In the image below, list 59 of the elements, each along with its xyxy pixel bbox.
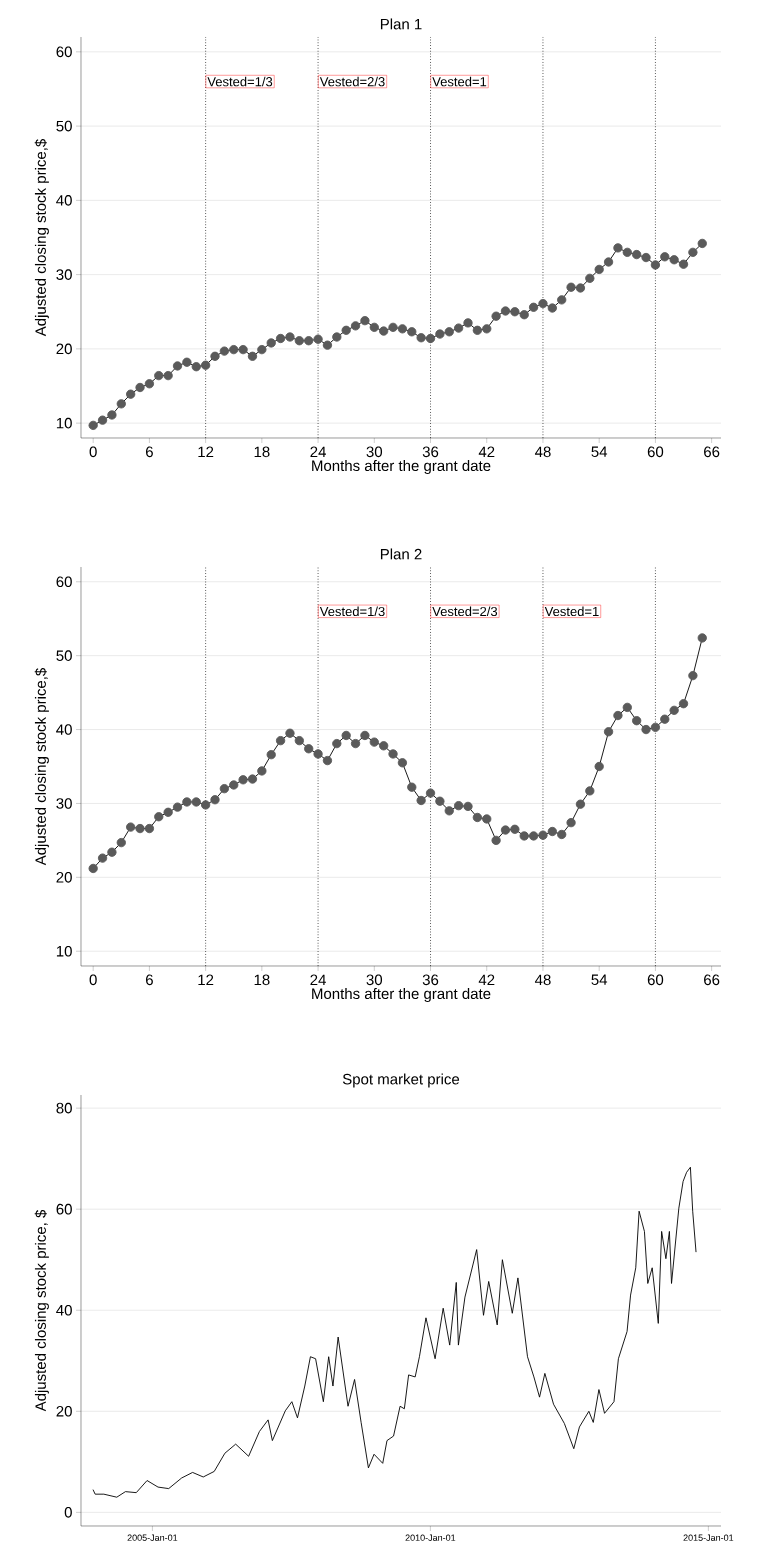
y-tick-label: 80 — [56, 1102, 72, 1114]
y-tick-label: 40 — [56, 1304, 72, 1316]
y-tick-label: 10 — [56, 417, 72, 429]
x-tick-label: 6 — [146, 446, 153, 458]
y-tick-label: 40 — [56, 724, 72, 735]
y-tick-label: 0 — [64, 1507, 72, 1518]
x-tick-label: 12 — [198, 446, 214, 457]
y-tick-label: 50 — [56, 120, 72, 132]
x-tick-label: 24 — [310, 974, 326, 985]
x-tick-label: 18 — [254, 974, 270, 986]
x-tick-label: 30 — [366, 974, 383, 986]
x-tick-label: 2005-Jan-01 — [127, 1534, 178, 1541]
annotation: Vested=2/3 — [319, 76, 385, 87]
y-axis-title: Adjusted closing stock price, $ — [34, 1209, 49, 1412]
x-tick-label: 30 — [366, 446, 383, 458]
chart-title: Plan 1 — [380, 18, 422, 30]
y-tick-label: 40 — [56, 195, 72, 206]
x-tick-label: 48 — [534, 974, 551, 986]
x-tick-label: 0 — [89, 974, 97, 986]
y-axis-title: Adjusted closing stock price,$ — [34, 138, 49, 337]
y-tick-label: 20 — [56, 1405, 72, 1417]
y-tick-label: 20 — [56, 872, 72, 883]
x-tick-label: 36 — [422, 974, 439, 986]
x-tick-label: 54 — [591, 974, 608, 985]
y-tick-label: 50 — [56, 650, 72, 661]
x-tick-label: 48 — [534, 446, 551, 458]
y-tick-label: 30 — [56, 798, 72, 809]
annotation: Vested=1/3 — [207, 76, 273, 87]
x-axis-title: Months after the grant date — [312, 988, 491, 1002]
chart-title: Plan 2 — [380, 548, 422, 560]
y-tick-label: 60 — [56, 576, 72, 588]
x-tick-label: 18 — [254, 446, 270, 458]
annotation: Vested=1 — [432, 76, 487, 87]
x-tick-label: 2015-Jan-01 — [683, 1534, 734, 1541]
annotation: Vested=1 — [544, 606, 599, 617]
y-tick-label: 20 — [56, 343, 72, 355]
annotation: Vested=2/3 — [432, 606, 498, 617]
x-tick-label: 24 — [310, 446, 326, 457]
x-tick-label: 66 — [704, 446, 720, 458]
y-axis-title: Adjusted closing stock price,$ — [34, 667, 49, 866]
x-axis-title: Months after the grant date — [312, 460, 491, 474]
x-tick-label: 36 — [422, 446, 439, 458]
y-tick-label: 60 — [56, 46, 72, 58]
y-tick-label: 10 — [56, 945, 72, 957]
y-tick-label: 60 — [56, 1203, 72, 1215]
x-tick-label: 12 — [198, 974, 214, 985]
line-series — [92, 1166, 697, 1498]
x-tick-label: 60 — [647, 446, 664, 458]
x-tick-label: 54 — [591, 446, 608, 457]
x-tick-label: 60 — [647, 974, 664, 986]
x-tick-label: 42 — [478, 446, 495, 457]
x-tick-label: 66 — [704, 974, 720, 986]
annotation: Vested=1/3 — [319, 606, 385, 617]
x-tick-label: 2010-Jan-01 — [405, 1534, 456, 1541]
x-tick-label: 6 — [146, 974, 153, 986]
y-tick-label: 30 — [56, 269, 72, 280]
x-tick-label: 0 — [89, 446, 97, 458]
x-tick-label: 42 — [478, 974, 495, 985]
chart-title: Spot market price — [342, 1073, 460, 1088]
